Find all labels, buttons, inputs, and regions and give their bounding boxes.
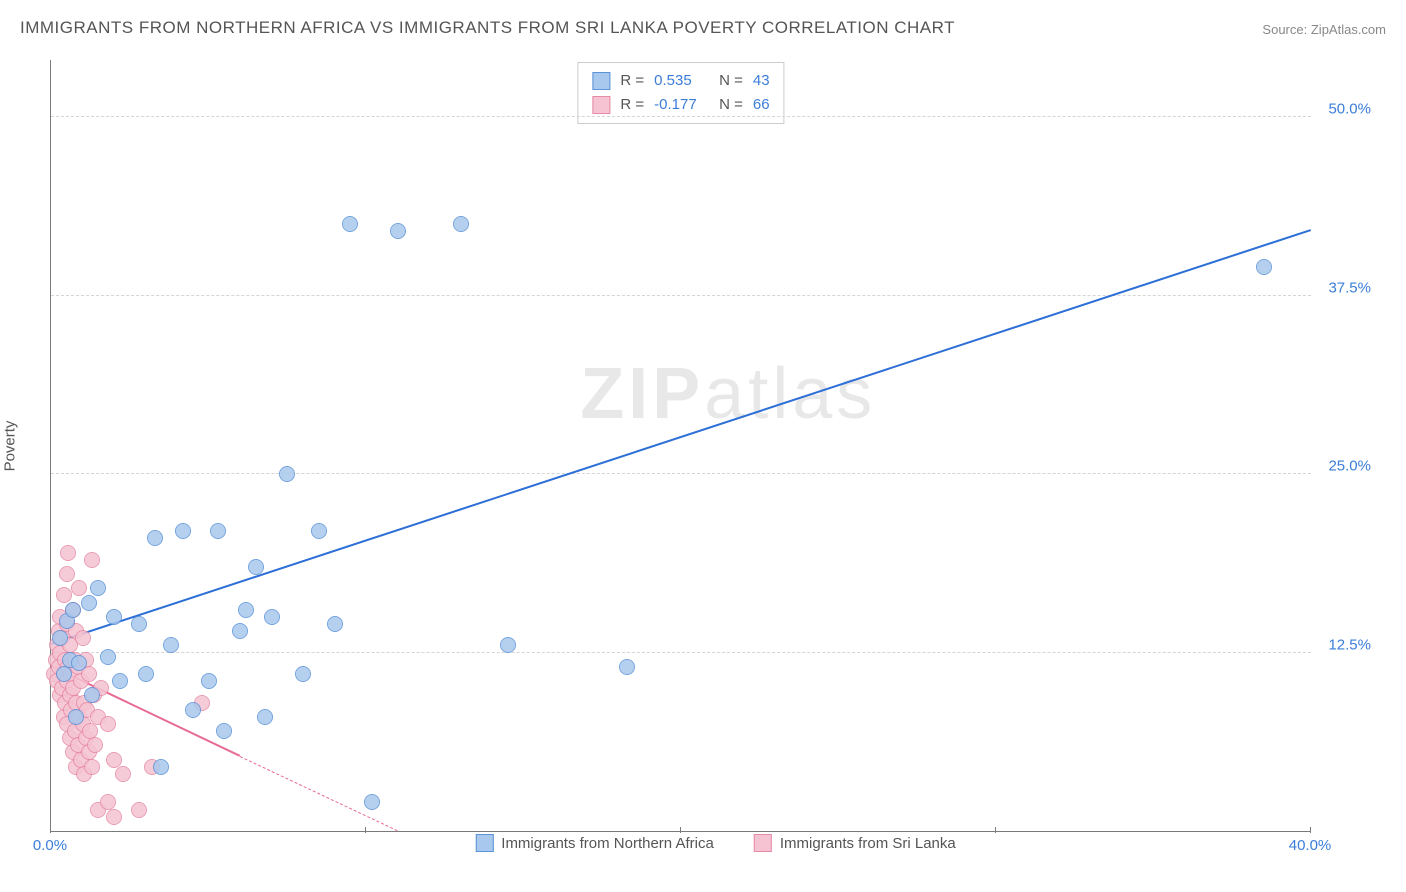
data-point: [68, 709, 84, 725]
legend-item-1: Immigrants from Northern Africa: [475, 834, 714, 852]
x-tick-mark: [1310, 827, 1311, 833]
watermark: ZIPatlas: [580, 353, 876, 435]
legend-label-1: Immigrants from Northern Africa: [501, 835, 714, 852]
source-value: ZipAtlas.com: [1311, 22, 1386, 37]
data-point: [279, 466, 295, 482]
data-point: [390, 223, 406, 239]
watermark-bold: ZIP: [580, 354, 704, 434]
x-tick-mark: [680, 827, 681, 833]
trend-line: [240, 756, 398, 831]
data-point: [81, 595, 97, 611]
data-point: [232, 623, 248, 639]
n-label: N =: [719, 93, 743, 117]
data-point: [453, 216, 469, 232]
data-point: [327, 616, 343, 632]
source-label: Source:: [1262, 22, 1307, 37]
source-attribution: Source: ZipAtlas.com: [1262, 22, 1386, 37]
r-value-2: -0.177: [654, 93, 709, 117]
x-tick-label: 40.0%: [1289, 837, 1332, 854]
watermark-light: atlas: [704, 354, 876, 434]
data-point: [65, 602, 81, 618]
data-point: [175, 523, 191, 539]
chart-title: IMMIGRANTS FROM NORTHERN AFRICA VS IMMIG…: [20, 18, 955, 38]
data-point: [163, 637, 179, 653]
data-point: [100, 649, 116, 665]
data-point: [84, 552, 100, 568]
legend-series-names: Immigrants from Northern Africa Immigran…: [475, 834, 955, 852]
data-point: [56, 587, 72, 603]
data-point: [112, 673, 128, 689]
data-point: [90, 580, 106, 596]
chart-area: ZIPatlas R = 0.535 N = 43 R = -0.177 N =…: [50, 60, 1381, 852]
x-tick-label: 0.0%: [33, 837, 67, 854]
data-point: [311, 523, 327, 539]
data-point: [1256, 259, 1272, 275]
legend-row-series-2: R = -0.177 N = 66: [592, 93, 769, 117]
data-point: [59, 566, 75, 582]
data-point: [56, 666, 72, 682]
data-point: [342, 216, 358, 232]
trend-line: [51, 229, 1312, 645]
data-point: [364, 794, 380, 810]
gridline: [51, 116, 1311, 117]
legend-swatch-blue: [475, 834, 493, 852]
gridline: [51, 652, 1311, 653]
legend-swatch-pink: [754, 834, 772, 852]
gridline: [51, 473, 1311, 474]
legend-correlation-box: R = 0.535 N = 43 R = -0.177 N = 66: [577, 62, 784, 124]
x-tick-mark: [50, 827, 51, 833]
data-point: [106, 809, 122, 825]
data-point: [210, 523, 226, 539]
y-axis-title: Poverty: [2, 421, 19, 472]
data-point: [257, 709, 273, 725]
data-point: [185, 702, 201, 718]
r-value-1: 0.535: [654, 69, 709, 93]
data-point: [115, 766, 131, 782]
r-label: R =: [620, 69, 644, 93]
data-point: [295, 666, 311, 682]
legend-label-2: Immigrants from Sri Lanka: [780, 835, 956, 852]
y-tick-label: 25.0%: [1328, 458, 1371, 475]
y-tick-label: 37.5%: [1328, 279, 1371, 296]
data-point: [84, 759, 100, 775]
data-point: [131, 802, 147, 818]
n-value-2: 66: [753, 93, 770, 117]
y-tick-label: 50.0%: [1328, 101, 1371, 118]
x-tick-mark: [995, 827, 996, 833]
legend-item-2: Immigrants from Sri Lanka: [754, 834, 956, 852]
data-point: [71, 580, 87, 596]
data-point: [147, 530, 163, 546]
data-point: [84, 687, 100, 703]
n-value-1: 43: [753, 69, 770, 93]
data-point: [201, 673, 217, 689]
gridline: [51, 295, 1311, 296]
data-point: [52, 630, 68, 646]
data-point: [100, 716, 116, 732]
n-label: N =: [719, 69, 743, 93]
data-point: [138, 666, 154, 682]
plot-region: ZIPatlas R = 0.535 N = 43 R = -0.177 N =…: [50, 60, 1311, 832]
data-point: [71, 655, 87, 671]
data-point: [264, 609, 280, 625]
data-point: [619, 659, 635, 675]
data-point: [248, 559, 264, 575]
data-point: [238, 602, 254, 618]
data-point: [60, 545, 76, 561]
data-point: [75, 630, 91, 646]
data-point: [153, 759, 169, 775]
data-point: [87, 737, 103, 753]
r-label: R =: [620, 93, 644, 117]
y-tick-label: 12.5%: [1328, 636, 1371, 653]
legend-row-series-1: R = 0.535 N = 43: [592, 69, 769, 93]
x-tick-mark: [365, 827, 366, 833]
data-point: [106, 609, 122, 625]
legend-swatch-blue: [592, 72, 610, 90]
data-point: [106, 752, 122, 768]
data-point: [216, 723, 232, 739]
data-point: [500, 637, 516, 653]
legend-swatch-pink: [592, 96, 610, 114]
data-point: [131, 616, 147, 632]
